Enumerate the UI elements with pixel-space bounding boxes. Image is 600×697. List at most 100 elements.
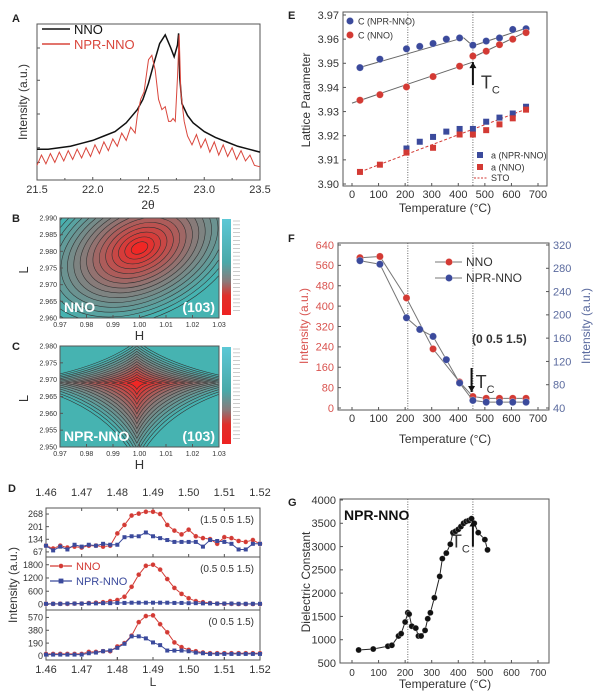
panel-b-x-tick-label: 1.01 (159, 322, 173, 329)
panel-b-x-tick-label: 1.00 (133, 322, 147, 329)
panel-d-marker (178, 531, 185, 538)
panel-a-xlabel: 2θ (141, 198, 155, 212)
panel-f-marker (468, 396, 477, 405)
panel-a-x-tick-label: 23.5 (249, 184, 270, 196)
panel-d-sub2-y-tick-label: 1200 (23, 573, 43, 583)
panel-d-marker (172, 539, 177, 544)
panel-d-marker (86, 651, 91, 656)
panel-f-marker (522, 398, 530, 407)
panel-d-top-x-tick-label: 1.47 (71, 487, 92, 499)
panel-e-y-tick-label: 3.92 (318, 131, 339, 143)
panel-d-marker (157, 511, 163, 517)
panel-label-d: D (8, 483, 16, 495)
panel-d-marker (58, 652, 63, 657)
panel-e-marker (402, 44, 411, 53)
panel-e-marker (508, 25, 517, 34)
panel-e-y-tick-label: 3.90 (318, 179, 339, 191)
panel-d-marker (222, 539, 227, 544)
panel-f-marker (375, 260, 384, 269)
panel-g-y-tick-label: 1500 (312, 611, 336, 623)
panel-f-y-right-tick-label: 80 (553, 380, 565, 392)
panel-d-marker (222, 601, 227, 606)
panel-g-marker (447, 540, 454, 548)
panel-c-y-tick-label: 2.960 (39, 411, 57, 418)
panel-f-x-tick-label: 0 (349, 413, 355, 425)
panel-c-x-tick-label: 1.02 (186, 451, 200, 458)
panel-f-marker (429, 332, 437, 341)
panel-e-x-tick-label: 700 (529, 189, 547, 201)
panel-c-map (60, 346, 219, 447)
panel-d-marker (165, 648, 170, 653)
panel-f-marker (429, 345, 437, 353)
panel-d-marker (200, 535, 206, 541)
panel-label-c: C (12, 341, 20, 353)
panel-d-bottom-x-tick-label: 1.51 (214, 664, 235, 676)
panel-d-marker (136, 619, 142, 625)
panel-g-marker (436, 573, 443, 580)
panel-d-marker (229, 651, 234, 656)
panel-d-marker (243, 601, 248, 606)
panel-label-a: A (12, 13, 20, 25)
panel-d-marker (151, 600, 155, 605)
panel-g-x-tick-label: 500 (477, 668, 494, 679)
panel-c-y-tick-label: 2.970 (39, 377, 57, 384)
contour-level (126, 379, 147, 391)
panel-d-marker (236, 547, 241, 552)
panel-d-marker (200, 544, 205, 549)
panel-d-marker (101, 601, 106, 606)
panel-e-marker (468, 52, 477, 60)
panel-d-marker (193, 601, 198, 606)
panel-g-y-tick-label: 3500 (312, 518, 336, 530)
panel-d-marker (108, 601, 113, 606)
panel-d-marker (157, 621, 163, 627)
panel-f-y-left-tick-label: 560 (316, 260, 334, 272)
panel-f-y-right-tick-label: 40 (553, 403, 565, 415)
panel-f-y-left-tick-label: 320 (316, 321, 334, 333)
panel-g-marker (468, 515, 475, 522)
panel-d-sub3-y-tick-label: 190 (28, 638, 43, 648)
panel-c-x-tick-label: 0.99 (106, 451, 120, 458)
panel-d-marker (72, 652, 77, 657)
panel-c-y-tick-label: 2.980 (39, 343, 57, 350)
panel-d-marker (250, 541, 255, 546)
panel-e-marker (482, 47, 491, 56)
panel-f-frame (337, 242, 550, 411)
panel-f-ylabel-left: Intensity (a.u.) (297, 288, 311, 364)
panel-d-ylabel: Intensity (a.u.) (6, 547, 20, 623)
panel-d-marker (221, 534, 228, 540)
panel-d-marker (186, 539, 191, 544)
panel-e-y-tick-label: 3.93 (318, 106, 339, 118)
panel-d-marker (236, 601, 241, 606)
panel-e-marker (375, 90, 384, 99)
panel-f-x-tick-label: 300 (423, 413, 441, 425)
panel-e-legend-marker (346, 31, 354, 39)
panel-d-marker (258, 601, 262, 606)
panel-f-marker (442, 355, 451, 364)
panel-f-legend-label: NPR-NNO (466, 271, 522, 285)
panel-e-marker (496, 114, 503, 121)
panel-d-marker (128, 584, 135, 590)
panel-d-reflection-label: (1.5 0.5 1.5) (200, 515, 254, 526)
panel-d-marker (86, 542, 91, 547)
panel-d-bottom-x-tick-label: 1.48 (107, 664, 128, 676)
panel-e-marker (430, 144, 437, 151)
panel-d-marker (229, 541, 234, 546)
panel-b-x-tick-label: 0.98 (80, 322, 94, 329)
panel-g-frame (339, 498, 550, 664)
contour-level (130, 241, 149, 255)
panel-f-xlabel: Temperature (°C) (399, 432, 491, 446)
panel-g-ylabel: Dielectric Constant (299, 531, 313, 632)
panel-d-marker (101, 541, 106, 546)
panel-d-marker (158, 600, 163, 605)
panel-d-marker (250, 601, 255, 606)
panel-d-marker (136, 571, 142, 578)
panel-d-marker (108, 542, 113, 547)
panel-d-marker (150, 509, 156, 515)
panel-d-marker (143, 509, 149, 515)
panel-g-tc-label: TC (451, 532, 470, 556)
panel-d-marker (193, 533, 199, 539)
panel-d-sub3-y-tick-label: 380 (28, 625, 43, 635)
panel-d-marker (185, 595, 192, 601)
panel-d-marker (65, 652, 70, 657)
panel-f-x-tick-label: 700 (529, 413, 547, 425)
